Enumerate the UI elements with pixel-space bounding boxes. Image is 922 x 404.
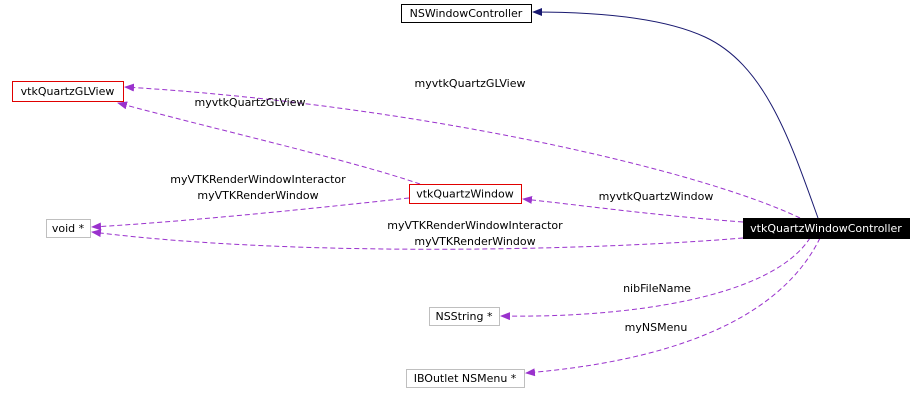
node-box [46,219,91,238]
node-box [743,218,910,239]
node-box [406,369,525,388]
edge-label: myVTKRenderWindow [414,235,535,248]
inheritance-edge [532,8,819,219]
node-box [429,307,500,326]
node-box [409,184,522,204]
edge-label: myVTKRenderWindow [197,189,318,202]
edge-label: myNSMenu [625,321,688,334]
node-box [12,81,124,102]
edge [525,237,821,377]
node-label: NSWindowController [410,7,523,20]
edge [117,101,421,185]
edge [522,195,744,223]
edge-label: myvtkQuartzGLView [195,96,306,109]
node-label: IBOutlet NSMenu * [414,372,517,385]
edge-label: myVTKRenderWindowInteractor [387,219,563,232]
node-label: vtkQuartzWindowController [750,222,902,235]
edge-label: nibFileName [623,282,691,295]
edge-label: myvtkQuartzWindow [599,190,714,203]
node-label: void * [52,222,85,235]
edge [500,237,811,321]
node-box [401,4,532,23]
edge [124,83,801,219]
edge-label: myvtkQuartzGLView [415,77,526,90]
node-label: NSString * [435,310,493,323]
node-label: vtkQuartzGLView [21,85,115,98]
edge-label: myVTKRenderWindowInteractor [170,173,346,186]
edge [91,197,410,231]
node-label: vtkQuartzWindow [416,188,514,201]
